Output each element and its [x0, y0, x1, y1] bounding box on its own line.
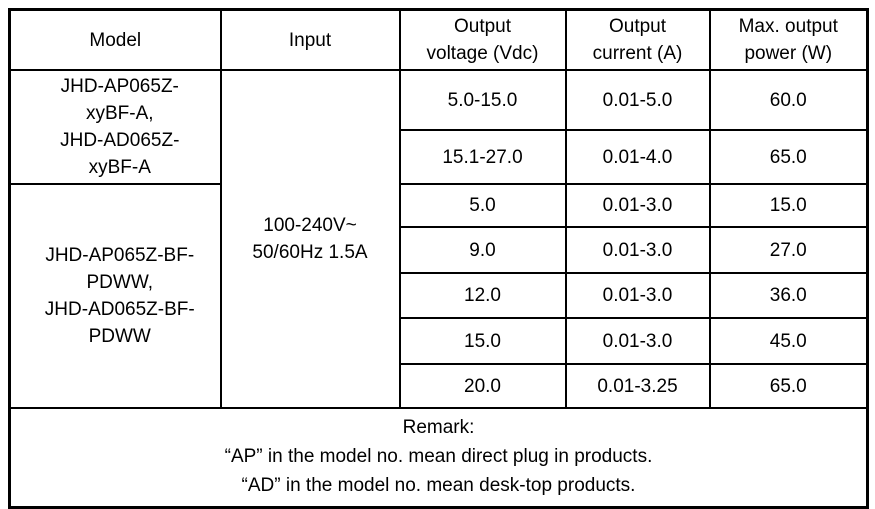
power-cell: 65.0: [708, 129, 869, 185]
table-row: 9.0 0.01-3.0 27.0: [10, 226, 869, 274]
header-input: Input: [219, 8, 401, 71]
current-cell: 0.01-4.0: [564, 129, 711, 185]
header-row: Model Input Output voltage (Vdc) Output …: [8, 8, 869, 71]
header-output-voltage: Output voltage (Vdc): [398, 8, 567, 71]
model-group-b-cell: JHD-AP065Z-BF- PDWW, JHD-AD065Z-BF- PDWW: [8, 183, 222, 409]
current-cell: 0.01-3.0: [564, 272, 711, 319]
input-rating-cell: 100-240V~ 50/60Hz 1.5A: [219, 69, 401, 409]
voltage-cell: 12.0: [398, 272, 567, 319]
voltage-cell: 5.0: [398, 183, 567, 228]
model-group-a-cell: JHD-AP065Z- xyBF-A, JHD-AD065Z- xyBF-A: [8, 69, 222, 185]
voltage-cell: 15.0: [398, 317, 567, 365]
voltage-cell: 20.0: [398, 363, 567, 409]
power-cell: 45.0: [708, 317, 869, 365]
power-cell: 15.0: [708, 183, 869, 228]
remark-cell: Remark: “AP” in the model no. mean direc…: [8, 407, 869, 509]
power-spec-table: Model Input Output voltage (Vdc) Output …: [8, 8, 869, 509]
power-cell: 60.0: [708, 69, 869, 131]
current-cell: 0.01-3.0: [564, 317, 711, 365]
table-row: JHD-AP065Z-BF- PDWW, JHD-AD065Z-BF- PDWW…: [8, 183, 869, 409]
table-row: JHD-AP065Z- xyBF-A, JHD-AD065Z- xyBF-A 1…: [8, 69, 869, 409]
table-row: 15.1-27.0 0.01-4.0 65.0: [10, 129, 869, 185]
table-row: 15.0 0.01-3.0 45.0: [10, 317, 869, 365]
current-cell: 0.01-3.0: [564, 226, 711, 274]
power-cell: 36.0: [708, 272, 869, 319]
table-row: 20.0 0.01-3.25 65.0: [10, 363, 869, 409]
header-model: Model: [8, 8, 222, 71]
voltage-cell: 15.1-27.0: [398, 129, 567, 185]
voltage-cell: 9.0: [398, 226, 567, 274]
current-cell: 0.01-3.0: [564, 183, 711, 228]
header-output-current: Output current (A): [564, 8, 711, 71]
remark-row: Remark: “AP” in the model no. mean direc…: [8, 407, 869, 509]
table-row: 12.0 0.01-3.0 36.0: [10, 272, 869, 319]
header-max-power: Max. output power (W): [708, 8, 869, 71]
power-cell: 65.0: [708, 363, 869, 409]
voltage-cell: 5.0-15.0: [398, 69, 567, 131]
power-cell: 27.0: [708, 226, 869, 274]
current-cell: 0.01-5.0: [564, 69, 711, 131]
current-cell: 0.01-3.25: [564, 363, 711, 409]
